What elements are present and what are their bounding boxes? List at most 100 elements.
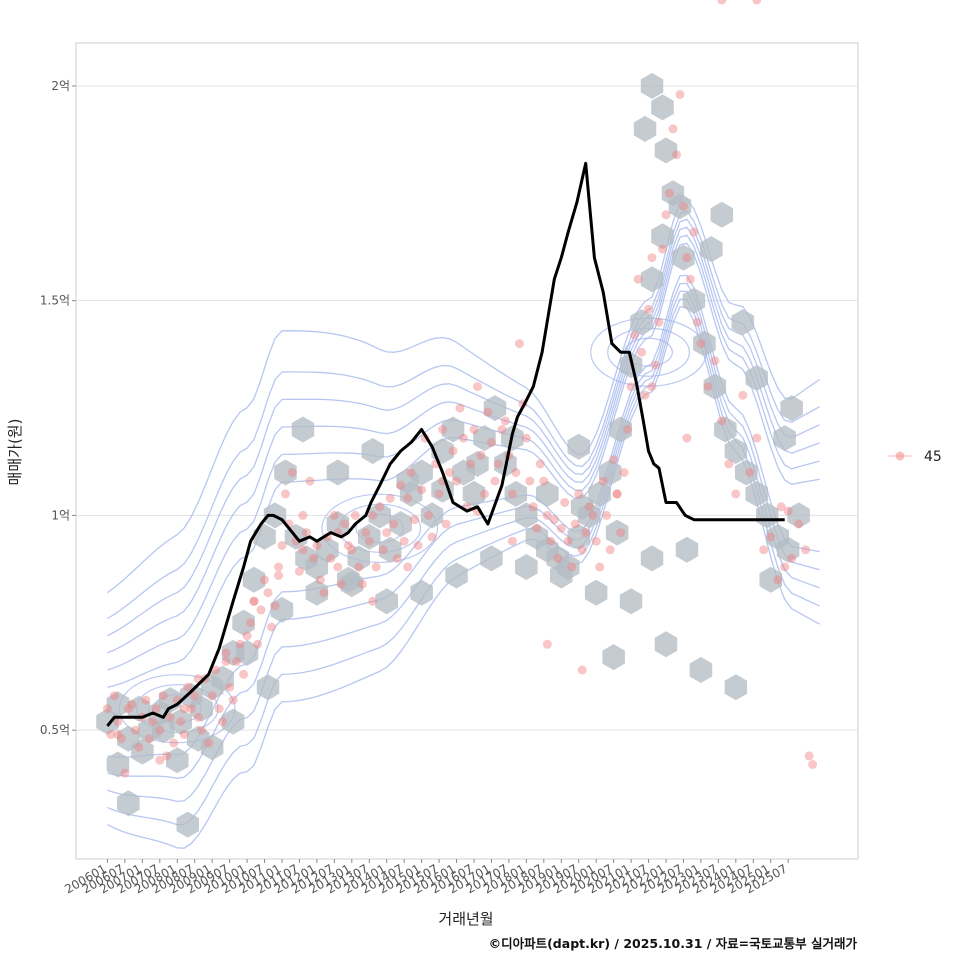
y-axis-title: 매매가(원) (6, 419, 24, 486)
hexbin (745, 480, 768, 507)
hexbin (570, 493, 594, 520)
data-point (486, 437, 496, 447)
data-point (598, 476, 608, 486)
hexbin-layer (96, 72, 810, 838)
data-point (176, 717, 186, 727)
data-point (685, 274, 695, 284)
data-point (207, 691, 217, 701)
hexbin (305, 554, 329, 580)
plot-panel (75, 0, 859, 860)
data-point (162, 751, 172, 761)
data-point (413, 541, 423, 550)
data-point (211, 665, 221, 675)
data-point (260, 575, 269, 585)
data-point (493, 459, 503, 469)
data-point (717, 0, 727, 5)
hexbin (410, 579, 433, 606)
data-point (563, 536, 573, 546)
data-point (766, 532, 776, 542)
y-axis: 0.5억 1억 1.5억 2억 (40, 79, 76, 737)
data-point (315, 575, 325, 585)
data-point (668, 124, 678, 134)
data-point (459, 433, 468, 443)
data-point (270, 601, 280, 611)
density-contour (107, 282, 820, 779)
data-point (354, 562, 364, 572)
hexbin (668, 193, 692, 220)
x-axis-title: 거래년월 (438, 910, 493, 928)
data-point (141, 695, 151, 705)
data-point (794, 519, 804, 529)
data-point (595, 562, 605, 572)
data-point (305, 476, 315, 486)
density-contour (107, 290, 820, 803)
hexbin (368, 502, 391, 529)
data-point (647, 382, 657, 392)
hexbin (515, 554, 538, 580)
hexbin (483, 395, 507, 422)
data-point (612, 489, 622, 499)
data-point (249, 596, 259, 606)
hexbin (396, 468, 419, 495)
data-point (528, 502, 538, 512)
data-point (490, 476, 500, 486)
data-point (696, 339, 706, 349)
data-point (186, 704, 196, 714)
data-point (469, 425, 479, 434)
data-point (577, 545, 587, 555)
data-point (630, 330, 640, 340)
data-point (434, 489, 444, 499)
hexbin (305, 579, 329, 606)
data-point (647, 253, 657, 263)
hexbin (759, 566, 782, 593)
hexbin (776, 536, 800, 563)
data-point (389, 519, 399, 529)
hexbin (253, 523, 276, 550)
data-point (455, 403, 465, 413)
data-point (780, 562, 790, 572)
data-point (361, 528, 371, 538)
hexbin (724, 674, 748, 701)
trend-line (106, 161, 785, 727)
data-point (808, 760, 818, 769)
data-point (672, 150, 681, 160)
hexbin (584, 579, 608, 606)
hexbin (473, 425, 496, 452)
hexbin (462, 480, 486, 507)
hexbin (176, 811, 199, 838)
legend-label: 45 (924, 449, 942, 465)
hexbin (651, 223, 674, 250)
data-point (602, 510, 612, 520)
hexbin (131, 738, 154, 765)
data-point (804, 751, 814, 761)
data-point (326, 553, 336, 563)
data-point (319, 588, 329, 598)
data-point (336, 579, 346, 589)
hexbin (605, 519, 629, 546)
data-point (301, 528, 311, 538)
hexbin (378, 536, 402, 563)
data-point (678, 201, 688, 211)
data-point (378, 545, 388, 555)
hexbin (347, 545, 370, 572)
data-point (591, 536, 601, 546)
data-point (204, 738, 214, 748)
data-point (801, 545, 811, 555)
data-point (350, 510, 360, 520)
hexbin (270, 596, 294, 623)
density-contour-loop (321, 493, 439, 563)
data-point (588, 510, 598, 520)
hexbin (441, 416, 465, 443)
data-point (368, 596, 378, 606)
data-point (689, 227, 699, 237)
data-point (605, 545, 615, 555)
data-point (151, 704, 161, 714)
hexbin (431, 476, 454, 503)
data-point (116, 734, 126, 744)
hexbin (682, 287, 706, 314)
data-point (773, 575, 783, 585)
data-point (724, 459, 734, 469)
data-point (658, 244, 667, 254)
data-point (294, 566, 304, 576)
hexbin (504, 480, 528, 507)
